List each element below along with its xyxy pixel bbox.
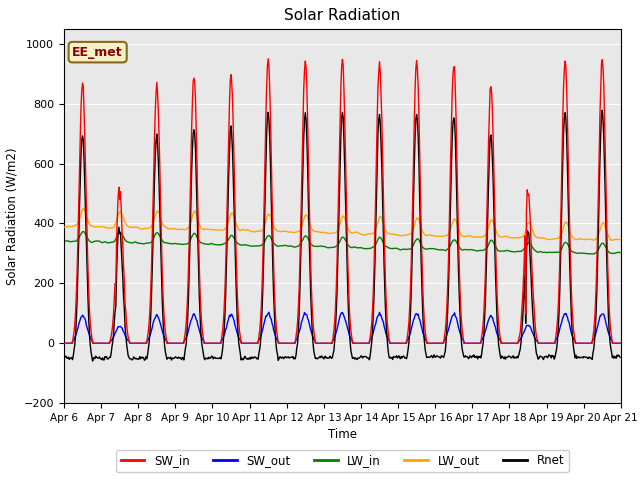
Legend: SW_in, SW_out, LW_in, LW_out, Rnet: SW_in, SW_out, LW_in, LW_out, Rnet (116, 450, 569, 472)
Title: Solar Radiation: Solar Radiation (284, 9, 401, 24)
X-axis label: Time: Time (328, 429, 357, 442)
Text: EE_met: EE_met (72, 46, 123, 59)
Y-axis label: Solar Radiation (W/m2): Solar Radiation (W/m2) (5, 147, 18, 285)
